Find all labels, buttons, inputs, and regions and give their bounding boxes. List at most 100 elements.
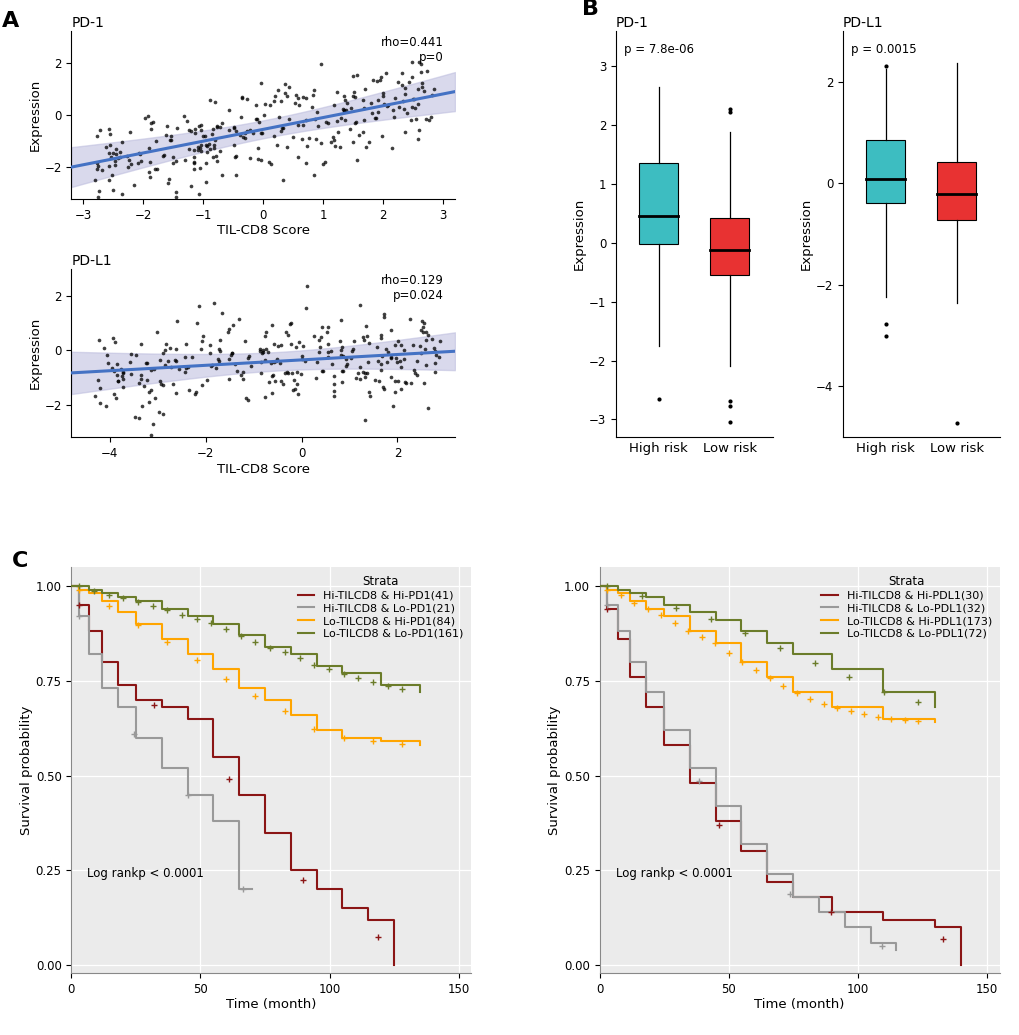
Point (131, 375, 148, 391)
Point (406, 91, 422, 108)
Point (306, 111, 322, 127)
Point (288, 376, 305, 392)
Point (271, 109, 287, 125)
Point (239, 350, 256, 366)
Point (149, 324, 165, 341)
Point (268, 353, 284, 369)
Point (388, 350, 405, 366)
Point (335, 362, 352, 379)
Point (104, 145, 120, 161)
Point (413, 63, 429, 80)
Point (343, 343, 360, 359)
Point (186, 386, 203, 403)
Bar (639, 164, 678, 244)
Point (264, 366, 280, 383)
Point (273, 119, 289, 136)
Point (107, 141, 123, 157)
Y-axis label: Expression: Expression (29, 317, 42, 389)
Point (298, 90, 314, 107)
Point (404, 54, 420, 70)
Point (96, 339, 112, 356)
Point (155, 345, 171, 361)
Point (253, 75, 269, 91)
Point (162, 339, 178, 356)
Point (234, 129, 251, 146)
Point (145, 114, 161, 130)
Point (127, 347, 144, 363)
Bar (936, 161, 975, 219)
Point (335, 101, 352, 118)
Point (410, 81, 426, 97)
Point (254, 125, 270, 142)
Point (418, 356, 434, 373)
Point (348, 67, 365, 84)
Point (322, 135, 338, 151)
Point (204, 126, 220, 143)
Point (234, 371, 251, 387)
Point (407, 364, 423, 381)
Point (415, 319, 431, 335)
Point (368, 72, 384, 89)
Point (114, 185, 130, 202)
Point (316, 154, 332, 171)
Point (201, 92, 217, 109)
Point (223, 345, 239, 361)
Point (272, 123, 288, 140)
Point (374, 127, 390, 144)
Text: p = 7.8e-06: p = 7.8e-06 (624, 43, 693, 56)
Point (158, 127, 174, 144)
Point (141, 140, 157, 156)
Point (341, 120, 358, 137)
Point (87, 172, 103, 188)
Point (264, 385, 280, 402)
Point (198, 138, 214, 154)
Point (269, 338, 285, 355)
Point (310, 118, 326, 135)
Point (175, 108, 192, 124)
Point (284, 382, 301, 398)
Point (176, 349, 193, 365)
Point (148, 132, 164, 149)
Point (398, 105, 415, 121)
Point (182, 178, 199, 195)
Point (249, 111, 265, 127)
Point (427, 343, 443, 359)
Point (294, 89, 311, 106)
Point (335, 102, 352, 119)
Point (345, 332, 362, 349)
Point (87, 387, 103, 404)
Point (346, 84, 363, 100)
Point (387, 89, 404, 106)
Point (243, 122, 259, 139)
Point (342, 100, 359, 117)
Point (98, 139, 114, 155)
Point (403, 112, 419, 128)
Point (221, 101, 237, 118)
Point (392, 337, 409, 354)
Point (377, 341, 393, 357)
Point (227, 148, 244, 165)
Point (228, 167, 245, 183)
Point (155, 148, 171, 165)
Point (152, 376, 168, 392)
Point (238, 91, 255, 108)
Point (416, 83, 432, 99)
Point (331, 332, 347, 349)
Point (361, 388, 377, 405)
Point (165, 149, 181, 166)
Point (372, 68, 388, 85)
Point (360, 383, 376, 400)
Point (169, 119, 185, 136)
Bar (865, 140, 905, 203)
Point (264, 317, 280, 333)
Point (344, 134, 361, 150)
Point (165, 376, 181, 392)
Point (373, 348, 389, 364)
Point (293, 351, 310, 367)
Point (190, 142, 206, 158)
Point (407, 99, 423, 116)
Point (314, 363, 330, 380)
Point (270, 82, 286, 98)
Point (186, 149, 203, 166)
Point (266, 354, 282, 371)
